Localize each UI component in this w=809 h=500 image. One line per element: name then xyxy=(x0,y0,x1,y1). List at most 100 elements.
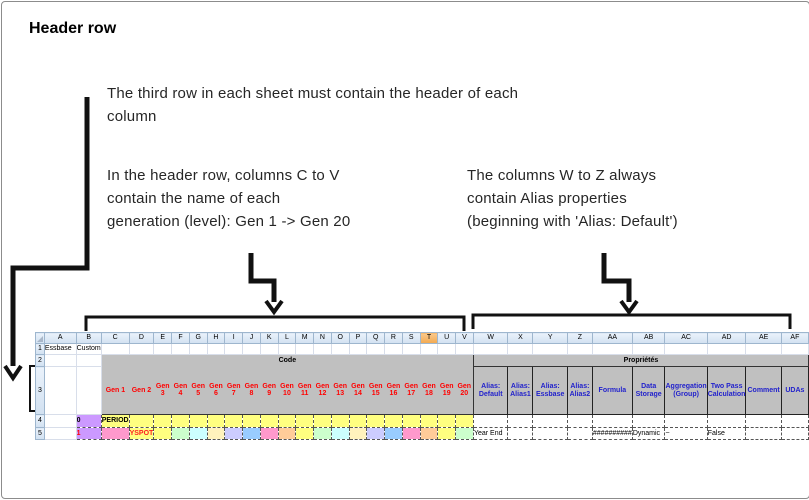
cell-AF4[interactable] xyxy=(780,414,809,428)
cell-H5[interactable] xyxy=(206,427,226,440)
cell-E1[interactable] xyxy=(153,343,173,355)
col-header-Z[interactable]: Z xyxy=(566,332,593,344)
col-header-Y[interactable]: Y xyxy=(532,332,568,344)
cell-O1[interactable] xyxy=(330,343,350,355)
cell-M3[interactable]: Gen 11 xyxy=(295,366,314,415)
cell-L5[interactable] xyxy=(277,427,297,440)
col-header-T[interactable]: T xyxy=(419,332,439,344)
cell-P5[interactable] xyxy=(348,427,368,440)
cell-W5[interactable]: Year End xyxy=(472,427,509,440)
col-header-AE[interactable]: AE xyxy=(745,332,782,344)
cell-Q5[interactable] xyxy=(366,427,386,440)
col-header-D[interactable]: D xyxy=(128,332,155,344)
col-header-AC[interactable]: AC xyxy=(664,332,708,344)
cell-O4[interactable] xyxy=(330,414,350,428)
cell-AA4[interactable] xyxy=(591,414,633,428)
cell-Q3[interactable]: Gen 15 xyxy=(366,366,385,415)
cell-AB4[interactable] xyxy=(631,414,666,428)
cell-J3[interactable]: Gen 8 xyxy=(242,366,261,415)
cell-AF3[interactable]: UDAs xyxy=(780,366,809,415)
col-header-AD[interactable]: AD xyxy=(706,332,747,344)
cell-V5[interactable] xyxy=(455,427,474,440)
col-header-M[interactable]: M xyxy=(295,332,315,344)
cell-P4[interactable] xyxy=(348,414,368,428)
cell-I4[interactable] xyxy=(224,414,244,428)
cell-AF5[interactable] xyxy=(780,427,809,440)
cell-D3[interactable]: Gen 2 xyxy=(129,366,154,415)
cell-O5[interactable] xyxy=(330,427,350,440)
cell-U5[interactable] xyxy=(437,427,457,440)
cell-AE1[interactable] xyxy=(745,343,782,355)
cell-T1[interactable] xyxy=(419,343,439,355)
cell-Z3[interactable]: Alias: Alias2 xyxy=(566,366,593,415)
cell-E3[interactable]: Gen 3 xyxy=(153,366,172,415)
cell-B3[interactable] xyxy=(75,366,102,415)
cell-AB3[interactable]: Data Storage xyxy=(631,366,666,415)
cell-M1[interactable] xyxy=(295,343,315,355)
cell-J5[interactable] xyxy=(242,427,261,440)
cell-H4[interactable] xyxy=(206,414,226,428)
cell-G3[interactable]: Gen 5 xyxy=(189,366,208,415)
cell-AC3[interactable]: Aggregation (Group) xyxy=(664,366,708,415)
cell-C3[interactable]: Gen 1 xyxy=(100,366,130,415)
cell-E4[interactable] xyxy=(153,414,173,428)
cell-S3[interactable]: Gen 17 xyxy=(402,366,421,415)
cell-AC5[interactable]: ~ xyxy=(664,427,708,440)
col-header-Q[interactable]: Q xyxy=(366,332,386,344)
cell-H1[interactable] xyxy=(206,343,226,355)
cell-Z1[interactable] xyxy=(566,343,593,355)
cell-X3[interactable]: Alias: Alias1 xyxy=(507,366,534,415)
cell-J1[interactable] xyxy=(242,343,261,355)
row-header-2[interactable]: 2 xyxy=(35,354,45,367)
cell-K1[interactable] xyxy=(259,343,279,355)
col-header-A[interactable]: A xyxy=(43,332,77,344)
cell-AD3[interactable]: Two Pass Calculation xyxy=(706,366,747,415)
col-header-N[interactable]: N xyxy=(313,332,332,344)
cell-A4[interactable] xyxy=(43,414,77,428)
col-header-S[interactable]: S xyxy=(401,332,421,344)
col-header-L[interactable]: L xyxy=(277,332,297,344)
cell-D1[interactable] xyxy=(128,343,155,355)
cell-X1[interactable] xyxy=(507,343,534,355)
cell-Y4[interactable] xyxy=(532,414,568,428)
cell-J4[interactable] xyxy=(242,414,261,428)
cell-AE5[interactable] xyxy=(745,427,782,440)
cell-G1[interactable] xyxy=(188,343,208,355)
cell-C1[interactable] xyxy=(100,343,130,355)
cell-O3[interactable]: Gen 13 xyxy=(331,366,350,415)
cell-AF1[interactable] xyxy=(780,343,809,355)
col-header-P[interactable]: P xyxy=(348,332,368,344)
cell-AA3[interactable]: Formula xyxy=(591,366,633,415)
cell-AC4[interactable] xyxy=(664,414,708,428)
col-header-O[interactable]: O xyxy=(330,332,350,344)
row-header-1[interactable]: 1 xyxy=(35,343,45,355)
cell-T5[interactable] xyxy=(419,427,439,440)
cell-X5[interactable] xyxy=(507,427,534,440)
cell-W1[interactable] xyxy=(472,343,509,355)
cell-F3[interactable]: Gen 4 xyxy=(171,366,190,415)
cell-R5[interactable] xyxy=(384,427,403,440)
cell-G5[interactable] xyxy=(188,427,208,440)
cell-C5[interactable] xyxy=(100,427,130,440)
cell-Y1[interactable] xyxy=(532,343,568,355)
cell-B2[interactable] xyxy=(75,354,102,367)
cell-AA5[interactable]: ########## xyxy=(591,427,633,440)
row-header-5[interactable]: 5 xyxy=(35,427,45,440)
cell-X4[interactable] xyxy=(507,414,534,428)
cell-A3[interactable] xyxy=(43,366,77,415)
col-header-R[interactable]: R xyxy=(384,332,403,344)
cell-D4[interactable] xyxy=(128,414,155,428)
cell-L1[interactable] xyxy=(277,343,297,355)
col-header-AA[interactable]: AA xyxy=(591,332,633,344)
cell-Y3[interactable]: Alias: Essbase xyxy=(532,366,568,415)
cell-F5[interactable] xyxy=(171,427,190,440)
cell-L3[interactable]: Gen 10 xyxy=(278,366,296,415)
cell-S4[interactable] xyxy=(401,414,421,428)
cell-AD5[interactable]: False xyxy=(706,427,747,440)
code-band[interactable]: Code xyxy=(100,354,474,367)
col-header-J[interactable]: J xyxy=(242,332,261,344)
cell-T3[interactable]: Gen 18 xyxy=(420,366,438,415)
cell-R4[interactable] xyxy=(384,414,403,428)
col-header-U[interactable]: U xyxy=(437,332,457,344)
cell-M4[interactable] xyxy=(295,414,315,428)
